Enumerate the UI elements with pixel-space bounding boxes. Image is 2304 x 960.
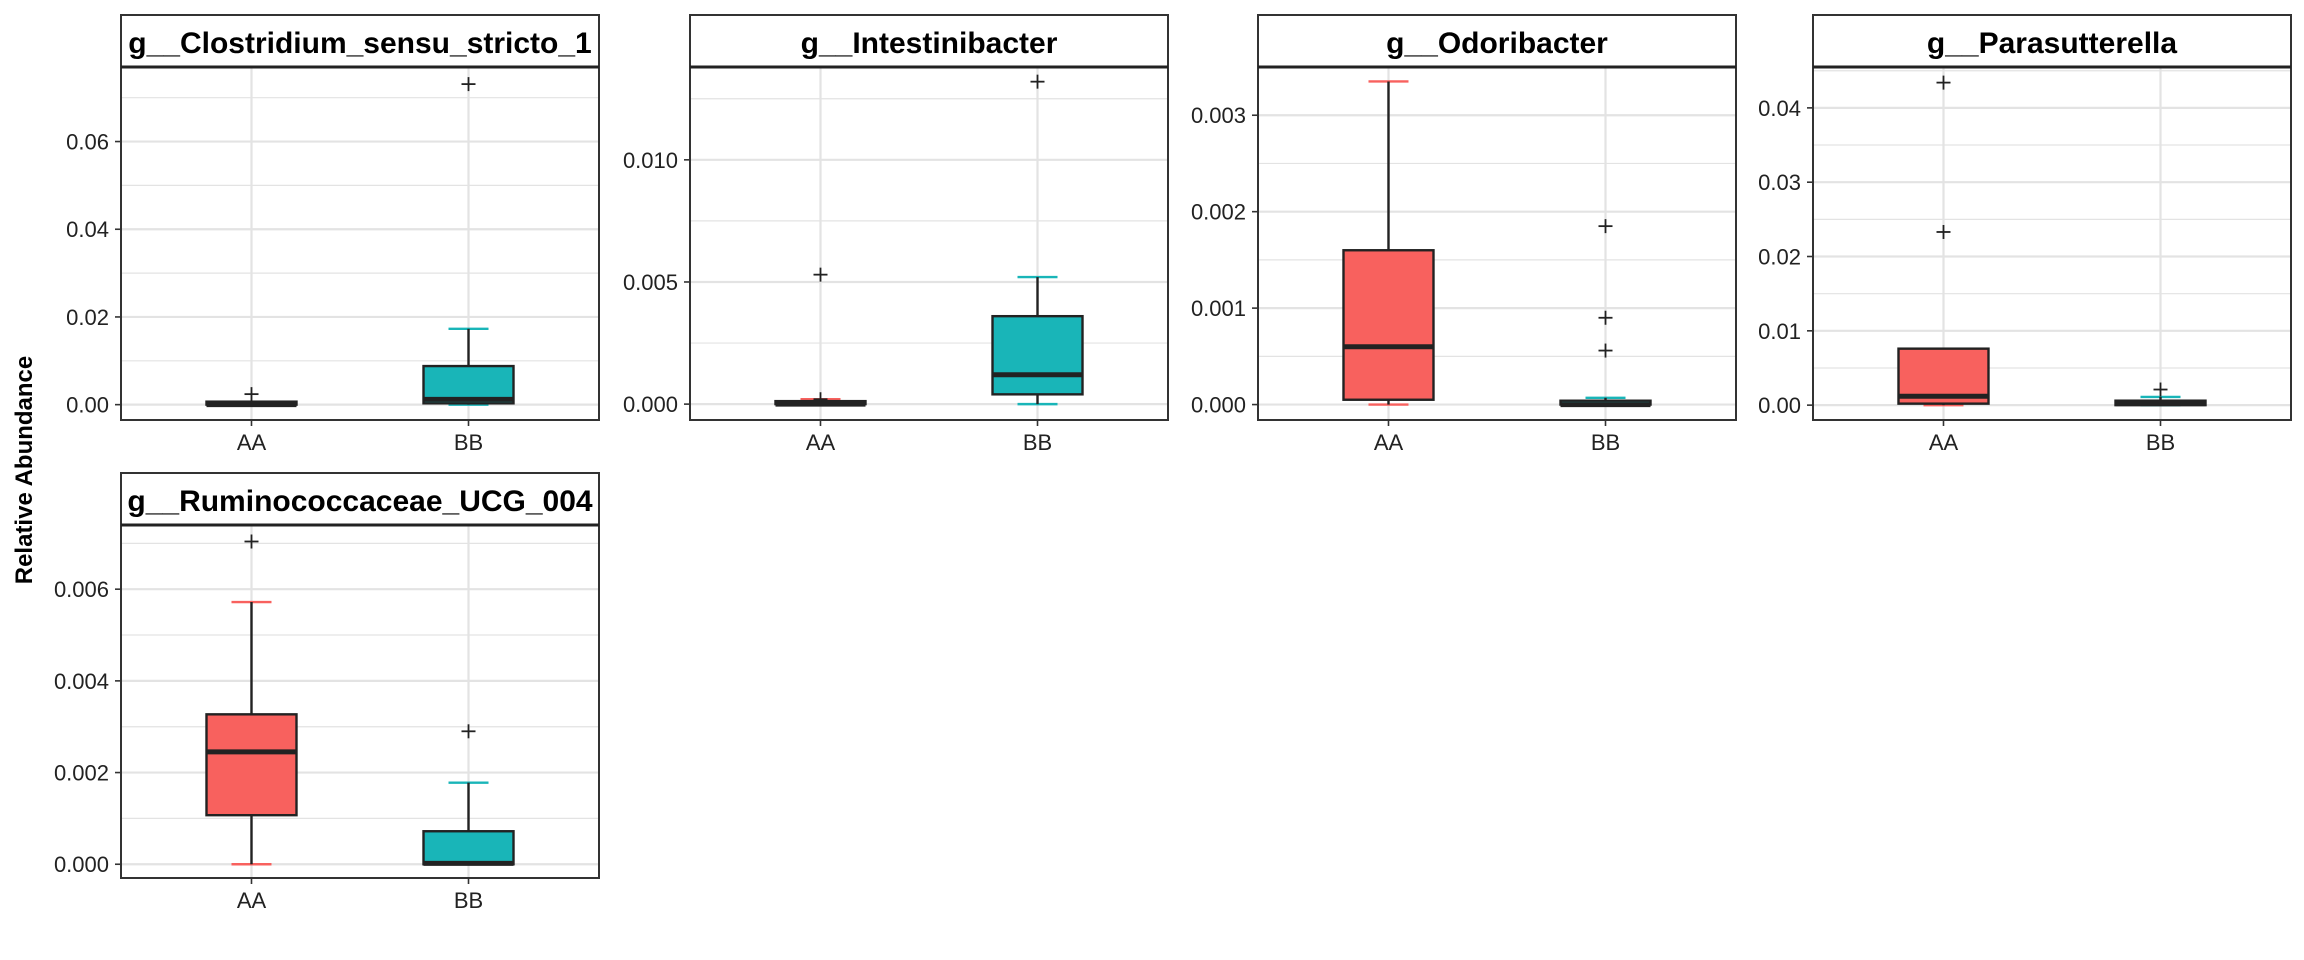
panel-g-intestinibacter: 0.000 0.005 0.010 AA BB g__Intestinibacter: [623, 14, 1169, 455]
box-iqr: [205, 713, 298, 817]
strip-background: [1257, 14, 1737, 68]
outlier-point: [1936, 75, 1951, 90]
box-bb: [422, 77, 515, 406]
panel-title: g__Clostridium_sensu_stricto_1: [128, 27, 592, 60]
panel-background: [121, 67, 599, 420]
panels-layer: 0.00 0.02 0.04 0.06 AA BB g__Clostridium_sensu…: [54, 14, 2292, 913]
y-tick-label: 0.02: [66, 305, 109, 330]
x-tick-label-aa: AA: [237, 888, 267, 913]
outlier-point: [1598, 310, 1613, 325]
outlier-point: [244, 534, 259, 549]
panel-title: g__Ruminococcaceae_UCG_004: [127, 485, 593, 518]
outlier-point: [461, 724, 476, 739]
strip-background: [689, 14, 1169, 68]
y-tick-label: 0.02: [1758, 245, 1801, 270]
panel-title: g__Intestinibacter: [801, 27, 1058, 60]
y-tick-label: 0.04: [1758, 96, 1801, 121]
panel-g-parasutterella: 0.00 0.01 0.02 0.03 0.04 AA BB g__Parasutterell…: [1758, 14, 2292, 455]
outlier-point: [1936, 224, 1951, 239]
y-tick-label: 0.005: [623, 270, 678, 295]
x-tick-label-bb: BB: [2146, 430, 2175, 455]
y-tick-label: 0.003: [1191, 103, 1246, 128]
panel-title: g__Parasutterella: [1927, 27, 2177, 60]
y-tick-label: 0.00: [66, 393, 109, 418]
box-aa: [774, 267, 867, 407]
y-axis-label: Relative Abundance: [11, 356, 38, 585]
x-tick-label-aa: AA: [237, 430, 267, 455]
panel-g-clostridium-sensu-stricto-1: 0.00 0.02 0.04 0.06 AA BB g__Clostridium_sensu…: [66, 14, 600, 455]
y-tick-label: 0.004: [54, 669, 109, 694]
panel-title: g__Odoribacter: [1386, 27, 1608, 60]
x-tick-label-bb: BB: [1023, 430, 1052, 455]
panel-g-odoribacter: 0.000 0.001 0.002 0.003 AA BB g__Odoribacter: [1191, 14, 1737, 455]
box-iqr: [991, 314, 1084, 396]
panel-background: [1258, 67, 1736, 420]
box-aa: [205, 534, 298, 866]
outlier-point: [2153, 382, 2168, 397]
y-tick-label: 0.000: [1191, 393, 1246, 418]
strip-background: [120, 472, 600, 526]
x-tick-label-bb: BB: [1591, 430, 1620, 455]
box-aa: [1897, 75, 1990, 407]
box-bb: [422, 724, 515, 866]
y-tick-label: 0.002: [1191, 200, 1246, 225]
outlier-point: [461, 77, 476, 92]
x-tick-label-bb: BB: [454, 430, 483, 455]
box-bb: [991, 74, 1084, 406]
y-tick-label: 0.000: [54, 852, 109, 877]
outlier-point: [813, 392, 828, 407]
outlier-point: [1598, 343, 1613, 358]
panel-g-ruminococcaceae-ucg-004: 0.000 0.002 0.004 0.006 AA BB g__Ruminococcace…: [54, 472, 600, 913]
y-tick-label: 0.002: [54, 761, 109, 786]
outlier-point: [1598, 219, 1613, 234]
y-tick-label: 0.01: [1758, 319, 1801, 344]
x-tick-label-aa: AA: [1929, 430, 1959, 455]
y-tick-label: 0.010: [623, 148, 678, 173]
box-aa: [205, 387, 298, 408]
outlier-point: [1030, 74, 1045, 89]
strip-background: [120, 14, 600, 68]
x-tick-label-aa: AA: [1374, 430, 1404, 455]
y-tick-label: 0.006: [54, 577, 109, 602]
y-tick-label: 0.04: [66, 217, 109, 242]
panel-background: [690, 67, 1168, 420]
panel-background: [1813, 67, 2291, 420]
strip-background: [1812, 14, 2292, 68]
box-iqr: [1342, 249, 1435, 401]
box-bb: [1559, 219, 1652, 408]
panel-background: [121, 525, 599, 878]
outlier-point: [244, 387, 259, 402]
y-tick-label: 0.00: [1758, 393, 1801, 418]
y-tick-label: 0.06: [66, 130, 109, 155]
y-tick-label: 0.03: [1758, 170, 1801, 195]
outlier-point: [813, 267, 828, 282]
y-tick-label: 0.000: [623, 392, 678, 417]
y-tick-label: 0.001: [1191, 296, 1246, 321]
box-aa: [1342, 80, 1435, 406]
x-tick-label-bb: BB: [454, 888, 483, 913]
x-tick-label-aa: AA: [806, 430, 836, 455]
box-iqr: [422, 830, 515, 866]
box-bb: [2114, 382, 2207, 407]
